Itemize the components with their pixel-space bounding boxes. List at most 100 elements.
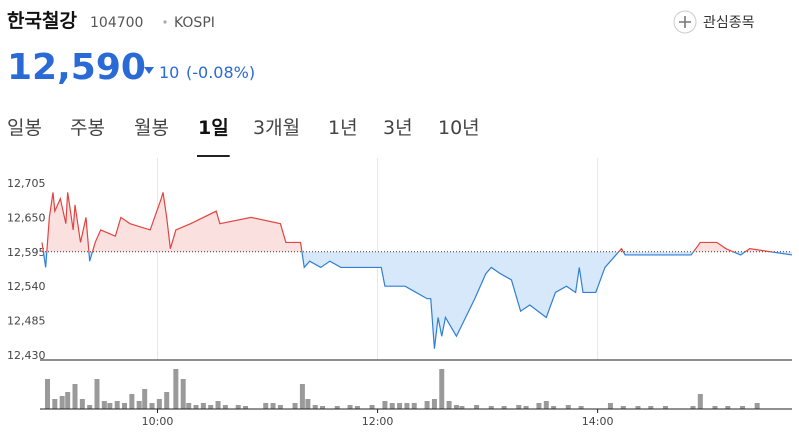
volume-bar (107, 403, 113, 409)
volume-bar (129, 394, 135, 409)
market: KOSPI (174, 15, 215, 31)
volume-bar (424, 401, 430, 409)
y-tick-label: 12,430 (7, 349, 46, 362)
price-line (41, 192, 793, 349)
volume-bar (620, 406, 626, 409)
volume-bar (411, 403, 417, 409)
change-pct: (-0.08%) (186, 63, 255, 82)
y-tick-label: 12,485 (7, 315, 46, 328)
volume-bar (551, 406, 557, 409)
tab[interactable]: 주봉 (70, 117, 105, 139)
tab[interactable]: 3개월 (253, 117, 300, 139)
volume-bar (578, 406, 584, 409)
volume-bar (397, 403, 403, 409)
volume-bar (446, 401, 452, 409)
volume-bar (292, 403, 298, 409)
chart: 12,705 12,650 12,595 12,540 12,485 12,430 10:0… (7, 158, 793, 428)
stock-code: 104700 (90, 15, 143, 31)
x-tick-label: 12:00 (362, 415, 394, 428)
volume-bar (222, 405, 228, 409)
volume-bar (94, 379, 100, 409)
volume-bar (164, 392, 170, 409)
volume-bar (114, 401, 120, 409)
change: 10 (159, 63, 179, 82)
volume-bar (320, 406, 326, 409)
volume-bar (79, 399, 85, 409)
volume-bar (453, 405, 459, 409)
volume-bar (488, 406, 494, 409)
volume-bar (59, 396, 65, 409)
y-tick-label: 12,650 (7, 211, 46, 224)
volume-bar (215, 401, 221, 409)
volume-bar (101, 401, 107, 409)
volume-bar (543, 401, 549, 409)
volume-bar (200, 403, 206, 409)
volume-bar (382, 401, 388, 409)
y-tick-label: 12,595 (7, 246, 46, 259)
volume-bar (156, 399, 162, 409)
volume-bar (243, 406, 249, 409)
volume-bar (712, 406, 718, 409)
price: 12,590 (7, 47, 146, 88)
volume-bar (87, 405, 93, 409)
volume-bar (459, 406, 465, 409)
volume-bar (754, 403, 760, 409)
volume-bar (186, 403, 192, 409)
volume-bar (439, 369, 445, 409)
separator-dot (163, 20, 167, 24)
volume-bar (431, 399, 437, 409)
tabs: 일봉 주봉 월봉 1일 3개월 1년 3년 10년 (7, 117, 480, 157)
volume-bar (725, 406, 731, 409)
tab[interactable]: 1일 (198, 117, 229, 139)
volume-bar (173, 369, 179, 409)
volume-bar (404, 403, 410, 409)
tab[interactable]: 3년 (383, 117, 413, 139)
x-tick-label: 14:00 (582, 415, 614, 428)
volume-bar (136, 401, 142, 409)
volume-bar (662, 406, 668, 409)
volume-bar (697, 394, 703, 409)
volume-bar (389, 403, 395, 409)
volume-bar (72, 384, 78, 409)
volume-bar (149, 403, 155, 409)
volume-bar (334, 406, 340, 409)
volume-bar (523, 406, 529, 409)
volume-bar (474, 405, 480, 409)
volume-bar (536, 403, 542, 409)
watch-label[interactable]: 관심종목 (703, 15, 755, 31)
tab[interactable]: 1년 (328, 117, 358, 139)
x-tick-label: 10:00 (142, 415, 174, 428)
volume-bar (142, 389, 148, 409)
tab[interactable]: 10년 (438, 117, 480, 139)
volume-bar (180, 379, 186, 409)
volume-bar (607, 403, 613, 409)
stock-name: 한국철강 (7, 10, 77, 32)
volume-bar (52, 399, 58, 409)
volume-bar (501, 406, 507, 409)
price-area (42, 192, 792, 349)
y-tick-label: 12,705 (7, 177, 46, 190)
volume-bar (354, 406, 360, 409)
volume-bar (516, 405, 522, 409)
down-arrow (144, 67, 154, 74)
volume-bar (270, 403, 276, 409)
volume-bar (263, 403, 269, 409)
volume-bar (193, 405, 199, 409)
volume-bar (305, 399, 311, 409)
volume-bar (65, 392, 71, 409)
volume-bar (739, 406, 745, 409)
volume-bar (277, 405, 283, 409)
volume-bar (235, 405, 241, 409)
volume-bar (565, 405, 571, 409)
volume-bar (312, 405, 318, 409)
volume-bar (648, 406, 654, 409)
tab[interactable]: 월봉 (134, 117, 169, 139)
volume-bar (635, 406, 641, 409)
tab[interactable]: 일봉 (7, 117, 42, 139)
volume-bar (299, 384, 305, 409)
volume-bar (690, 406, 696, 409)
volume-bar (208, 405, 214, 409)
watch-button[interactable]: 관심종목 (673, 10, 755, 34)
volume-bar (122, 403, 128, 409)
